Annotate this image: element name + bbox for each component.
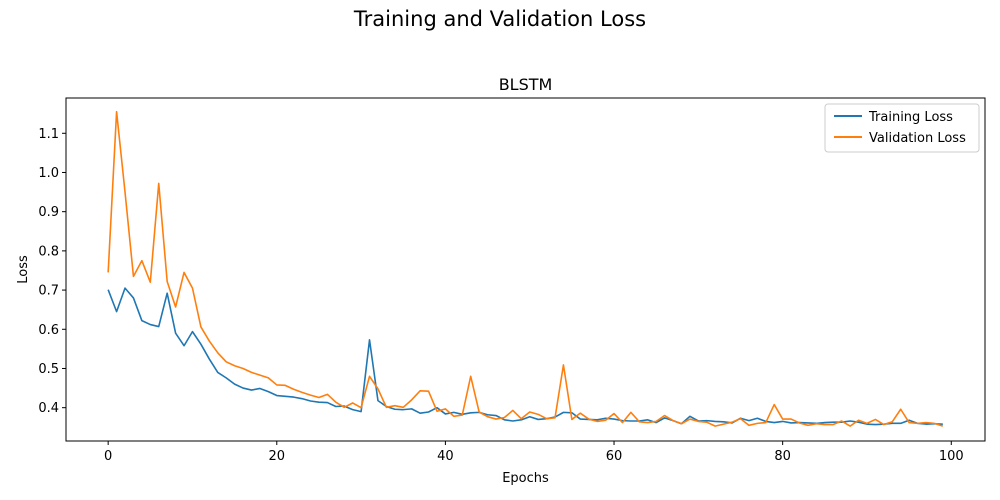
chart-title: BLSTM (499, 75, 553, 94)
x-axis-ticks: 0 20 40 60 80 100 (104, 441, 964, 464)
x-tick-label: 80 (774, 449, 791, 464)
axes-frame (65, 97, 986, 442)
x-tick-label: 40 (437, 449, 454, 464)
series-line-validation-loss (107, 110, 944, 427)
y-tick-label: 0.5 (38, 362, 59, 377)
y-tick-label: 0.8 (38, 244, 59, 259)
y-tick-label: 1.1 (38, 127, 59, 142)
x-tick-label: 20 (269, 449, 286, 464)
y-axis-label: Loss (16, 255, 31, 284)
figure-suptitle: Training and Validation Loss (353, 7, 646, 31)
x-axis-label: Epochs (502, 471, 549, 486)
x-tick-label: 0 (104, 449, 112, 464)
legend-box (824, 103, 980, 153)
legend: Training Loss Validation Loss (824, 103, 980, 153)
legend-label-training-loss: Training Loss (868, 110, 953, 125)
x-tick-label: 60 (606, 449, 623, 464)
y-tick-label: 0.6 (38, 323, 59, 338)
y-tick-label: 0.9 (38, 205, 59, 220)
y-tick-label: 1.0 (38, 166, 59, 181)
series-line-training-loss (107, 287, 943, 426)
y-axis-ticks: 0.4 0.5 0.6 0.7 0.8 0.9 1.0 1.1 (38, 127, 66, 416)
y-tick-label: 0.7 (38, 284, 59, 299)
series-lines (107, 110, 944, 427)
x-tick-label: 100 (939, 449, 964, 464)
y-tick-label: 0.4 (38, 401, 59, 416)
legend-label-validation-loss: Validation Loss (869, 131, 966, 146)
